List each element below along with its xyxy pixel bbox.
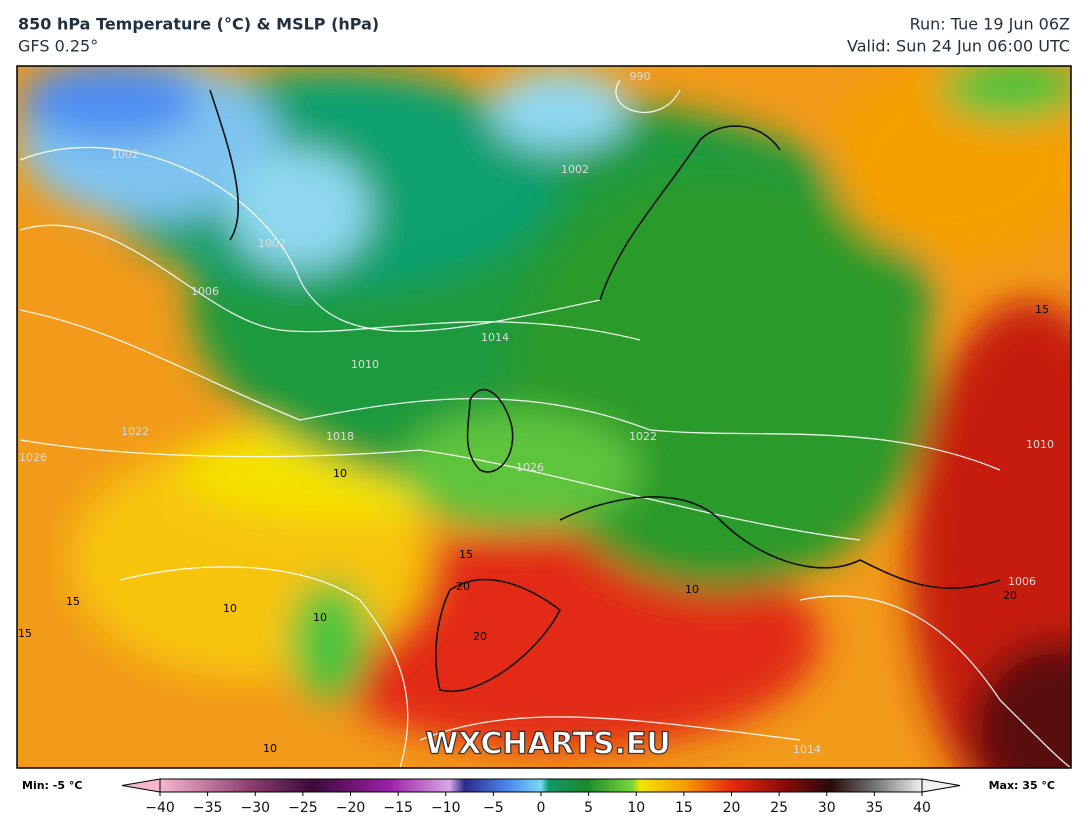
colorbar-tick-label: 20 — [723, 800, 741, 816]
contour-label: 10 — [263, 742, 277, 755]
colorbar-tick-label: 15 — [675, 800, 693, 816]
contour-label: 15 — [66, 595, 80, 608]
contour-label: 1022 — [121, 425, 149, 438]
subtitle: GFS 0.25° — [18, 37, 98, 56]
run-time: Run: Tue 19 Jun 06Z — [910, 15, 1070, 34]
colorbar-tick-label: −40 — [145, 800, 175, 816]
contour-label: 1010 — [351, 358, 379, 371]
map — [17, 66, 1071, 768]
map-frame — [16, 65, 1072, 769]
contour-label: 20 — [456, 580, 470, 593]
colorbar-extend-min — [121, 778, 161, 793]
colorbar-tick-label: 10 — [627, 800, 645, 816]
colorbar-tick-label: 35 — [865, 800, 883, 816]
contour-label: 1002 — [111, 148, 139, 161]
contour-label: 1006 — [191, 285, 219, 298]
contour-label: 10 — [313, 611, 327, 624]
contour-label: 1018 — [326, 430, 354, 443]
contour-label: 1006 — [1008, 575, 1036, 588]
colorbar-tick-label: −20 — [336, 800, 366, 816]
contour-label: 990 — [630, 70, 651, 83]
contour-label: 1026 — [19, 451, 47, 464]
colorbar-tick-label: 5 — [584, 800, 593, 816]
colorbar: −40 −35 −30 −25 −20 −15 −10 −5 0 5 10 15 20 25 30 35 40 — [121, 778, 961, 816]
colorbar-tick-label: 25 — [770, 800, 788, 816]
colorbar-tick-label: −35 — [193, 800, 223, 816]
contour-label: 20 — [473, 630, 487, 643]
colorbar-tick-label: 40 — [913, 800, 931, 816]
title: 850 hPa Temperature (°C) & MSLP (hPa) — [18, 15, 379, 34]
colorbar-extend-max — [921, 778, 961, 793]
colorbar-tick-label: −15 — [383, 800, 413, 816]
contour-label: 15 — [18, 627, 32, 640]
contour-label: 15 — [459, 548, 473, 561]
contour-label: 10 — [223, 602, 237, 615]
contour-label: 10 — [685, 583, 699, 596]
contour-label: 15 — [1035, 303, 1049, 316]
colorbar-tick-label: −25 — [288, 800, 318, 816]
colorbar-tick-label: 0 — [537, 800, 546, 816]
colorbar-tick-label: −30 — [240, 800, 270, 816]
valid-time: Valid: Sun 24 Jun 06:00 UTC — [847, 37, 1070, 56]
colorbar-body — [159, 778, 923, 793]
min-label: Min: -5 °C — [22, 779, 82, 792]
watermark: WXCHARTS.EU — [425, 727, 671, 762]
contour-label: 1026 — [516, 461, 544, 474]
contour-label: 1002 — [561, 163, 589, 176]
contour-label: 1002 — [258, 237, 286, 250]
contour-label: 1022 — [629, 430, 657, 443]
contour-label: 10 — [333, 467, 347, 480]
contour-label: 20 — [1003, 589, 1017, 602]
max-label: Max: 35 °C — [989, 779, 1055, 792]
colorbar-tick-label: −10 — [431, 800, 461, 816]
contour-label: 1010 — [1026, 438, 1054, 451]
contour-label: 1014 — [793, 743, 821, 756]
colorbar-tick-label: 30 — [818, 800, 836, 816]
contour-label: 1014 — [481, 331, 509, 344]
colorbar-tick-label: −5 — [483, 800, 504, 816]
